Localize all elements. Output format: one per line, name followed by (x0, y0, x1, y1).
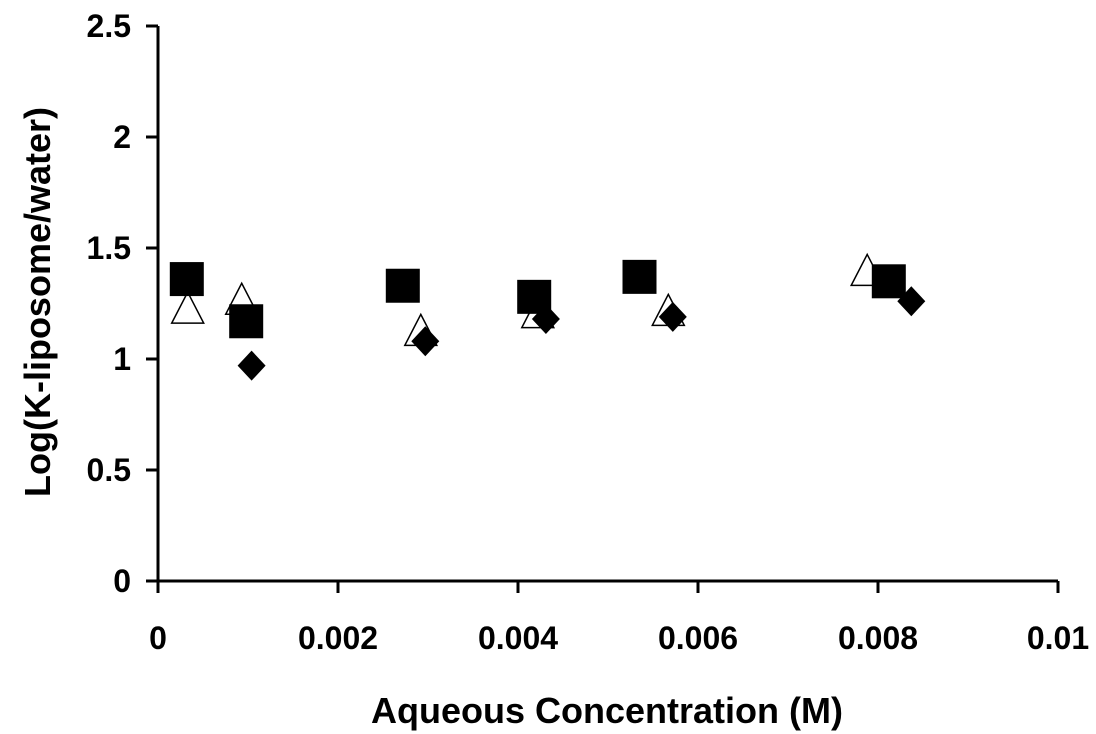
square-marker (622, 259, 657, 294)
x-tick-label: 0 (149, 620, 167, 656)
x-tick-label: 0.002 (298, 620, 378, 656)
x-tick-label: 0.006 (658, 620, 738, 656)
x-tick-label: 0.008 (838, 620, 918, 656)
y-axis-title: Log(K-liposome/water) (17, 107, 58, 497)
y-tick-label: 0 (113, 563, 131, 599)
diamond-marker (237, 350, 266, 381)
x-axis-title: Aqueous Concentration (M) (371, 690, 843, 731)
x-tick-label: 0.004 (478, 620, 558, 656)
square-marker (385, 268, 420, 303)
square-marker (871, 264, 906, 299)
square-marker (229, 304, 264, 339)
x-tick-label: 0.01 (1027, 620, 1089, 656)
y-tick-label: 2 (113, 119, 131, 155)
y-tick-label: 0.5 (87, 452, 131, 488)
triangle-marker (170, 290, 205, 324)
data-markers (169, 252, 926, 381)
y-tick-label: 1.5 (87, 230, 131, 266)
diamond-marker (658, 301, 687, 332)
square-marker (169, 262, 204, 297)
y-tick-label: 1 (113, 341, 131, 377)
diamond-marker (411, 326, 440, 357)
square-marker (517, 279, 552, 314)
axes (156, 26, 1058, 583)
y-axis-ticks: 0 0.5 1 1.5 2 2.5 (87, 8, 158, 599)
x-axis-ticks: 0 0.002 0.004 0.006 0.008 0.01 (149, 581, 1089, 656)
y-tick-label: 2.5 (87, 8, 131, 44)
